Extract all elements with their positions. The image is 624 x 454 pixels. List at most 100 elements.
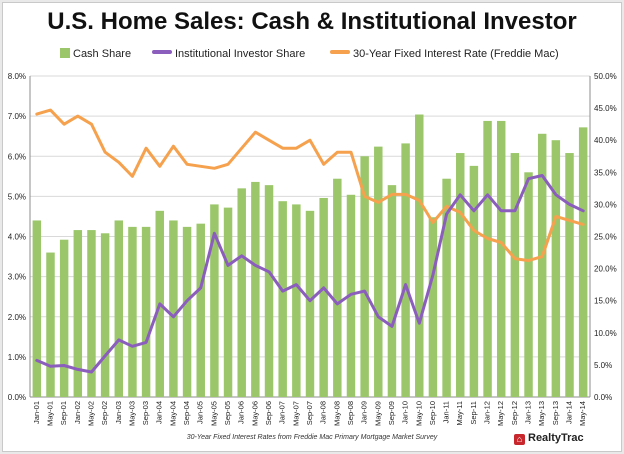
bar-cash-share (387, 185, 397, 397)
bar-cash-share (496, 120, 506, 397)
bar-cash-share (87, 230, 96, 397)
x-tick-label: May-13 (537, 401, 546, 426)
bar-cash-share (292, 204, 301, 397)
legend-label-institutional-share: Institutional Investor Share (175, 48, 306, 60)
x-tick-label: Sep-11 (469, 401, 478, 425)
x-tick-label: Jan-02 (73, 401, 82, 424)
x-tick-label: Sep-08 (346, 401, 355, 425)
bar-cash-share (46, 252, 55, 397)
y-left-tick-label: 8.0% (8, 72, 26, 81)
x-tick-label: May-09 (373, 401, 382, 426)
y-left-tick-label: 1.0% (8, 353, 26, 362)
x-tick-label: Jan-06 (237, 401, 246, 424)
bar-cash-share (237, 188, 246, 397)
y-right-tick-label: 45.0% (594, 104, 617, 113)
bar-cash-share (565, 153, 574, 397)
y-left-tick-label: 2.0% (8, 313, 26, 322)
x-tick-label: May-12 (496, 401, 505, 426)
y-right-tick-label: 30.0% (594, 200, 617, 209)
y-right-tick-label: 5.0% (594, 361, 612, 370)
bar-cash-share (196, 223, 205, 397)
x-tick-label: Sep-05 (223, 401, 232, 425)
bar-cash-share (141, 226, 151, 397)
x-tick-label: Sep-10 (428, 401, 437, 425)
bar-cash-share (442, 178, 451, 397)
y-left-tick-label: 6.0% (8, 152, 26, 161)
y-right-tick-label: 40.0% (594, 136, 617, 145)
x-tick-label: May-03 (127, 401, 136, 426)
bar-cash-share (524, 172, 533, 397)
bar-cash-share (374, 146, 383, 397)
bar-cash-share (59, 239, 69, 397)
x-tick-label: May-05 (209, 401, 218, 426)
house-icon: ⌂ (514, 434, 525, 445)
x-tick-label: Sep-07 (305, 401, 314, 425)
x-tick-label: May-02 (86, 401, 95, 426)
bar-cash-share (510, 153, 520, 397)
x-tick-label: Jan-08 (319, 401, 328, 424)
line-institutional-share (35, 174, 585, 374)
y-right-tick-label: 25.0% (594, 233, 617, 242)
y-right-tick-label: 15.0% (594, 297, 617, 306)
bar-cash-share (360, 156, 369, 397)
bar-cash-share (169, 220, 178, 397)
x-tick-label: Sep-13 (551, 401, 560, 425)
bar-cash-share (210, 204, 219, 397)
legend-swatch-cash-share (60, 48, 70, 58)
legend-item-cash-share: Cash Share (60, 48, 131, 60)
x-tick-label: Sep-03 (141, 401, 150, 425)
y-right-tick-label: 50.0% (594, 72, 617, 81)
x-tick-label: May-14 (578, 401, 587, 426)
x-tick-label: Jan-14 (564, 401, 573, 424)
x-tick-label: Jan-09 (360, 401, 369, 424)
chart-title: U.S. Home Sales: Cash & Institutional In… (47, 8, 577, 35)
bar-cash-share (114, 220, 124, 397)
bar-cash-share (551, 140, 561, 397)
bar-cash-share (32, 220, 42, 397)
bar-cash-share (483, 120, 492, 397)
legend-swatch-interest-rate (330, 50, 350, 54)
x-tick-label: Sep-09 (387, 401, 396, 425)
bar-cash-share (537, 133, 547, 397)
x-tick-label: Jan-13 (524, 401, 533, 424)
bar-cash-share (100, 233, 110, 397)
x-tick-label: May-10 (414, 401, 423, 426)
legend-item-interest-rate: 30-Year Fixed Interest Rate (Freddie Mac… (330, 48, 559, 60)
bar-cash-share (469, 165, 479, 397)
chart-legend: Cash Share Institutional Investor Share … (0, 48, 624, 64)
bar-cash-share (73, 230, 83, 397)
bar-cash-share (182, 226, 192, 397)
bar-cash-share (428, 217, 438, 397)
bar-cash-share (278, 201, 287, 397)
y-left-tick-label: 0.0% (8, 393, 26, 402)
x-tick-label: Jan-04 (155, 401, 164, 424)
y-right-tick-label: 10.0% (594, 329, 617, 338)
bar-cash-share (319, 197, 328, 397)
x-tick-label: Sep-04 (182, 401, 191, 425)
y-left-tick-label: 7.0% (8, 112, 26, 121)
bar-cash-share (264, 185, 274, 397)
x-tick-label: May-06 (250, 401, 259, 426)
brand-name: RealtyTrac (528, 432, 584, 444)
brand-logo: ⌂ RealtyTrac (514, 432, 584, 445)
x-tick-label: May-11 (455, 401, 464, 425)
bar-cash-share (456, 153, 465, 397)
line-interest-rate (35, 108, 585, 263)
x-tick-label: Sep-01 (59, 401, 68, 425)
bar-cash-share (333, 178, 342, 397)
x-tick-label: May-04 (168, 401, 177, 426)
x-tick-label: Jan-12 (483, 401, 492, 424)
x-tick-label: Jan-11 (442, 401, 451, 423)
bar-cash-share (415, 114, 424, 398)
y-right-tick-label: 20.0% (594, 265, 617, 274)
y-right-tick-label: 35.0% (594, 168, 617, 177)
y-right-tick-label: 0.0% (594, 393, 612, 402)
legend-label-interest-rate: 30-Year Fixed Interest Rate (Freddie Mac… (353, 48, 559, 60)
x-tick-label: Sep-02 (100, 401, 109, 425)
x-tick-label: Jan-03 (114, 401, 123, 424)
x-tick-label: Jan-07 (278, 401, 287, 424)
legend-label-cash-share: Cash Share (73, 48, 132, 60)
x-tick-label: Jan-05 (196, 401, 205, 424)
bar-cash-share (401, 143, 410, 397)
x-tick-label: May-07 (291, 401, 300, 426)
